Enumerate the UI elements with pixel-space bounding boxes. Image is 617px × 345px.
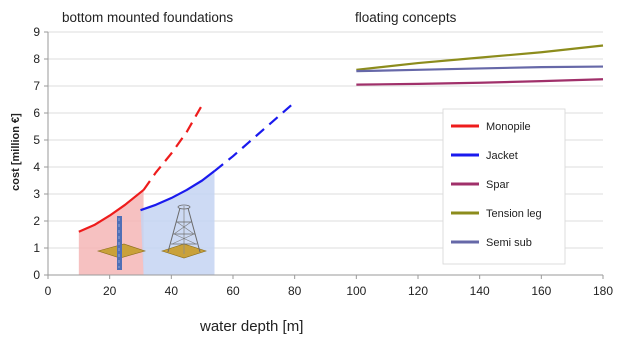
y-tick-label: 7 [33,79,40,93]
y-tick-label: 9 [33,25,40,39]
x-tick-label: 160 [531,284,551,298]
x-tick-label: 60 [226,284,240,298]
y-tick-label: 4 [33,160,40,174]
series-dashed-jacket [213,101,296,172]
shaded-region-jacket [140,171,215,275]
jacket-icon [161,204,207,259]
legend-label-tension-leg: Tension leg [486,208,542,220]
floating-concepts-title: floating concepts [355,10,457,25]
x-tick-label: 40 [165,284,179,298]
y-tick-label: 8 [33,52,40,66]
legend-label-spar: Spar [486,179,510,191]
x-tick-label: 140 [470,284,490,298]
legend-label-jacket: Jacket [486,150,518,162]
series-line-semi-sub [356,65,604,73]
y-tick-label: 2 [33,214,40,228]
series-line-tension-leg [356,44,604,71]
series-dashed-monopile [142,104,204,191]
monopile-icon [96,216,147,270]
legend-label-monopile: Monopile [486,121,531,133]
foundation-icons [96,204,207,270]
tick-labels: 0 20 40 60 80 100 120 140 160 180 0 1 2 3 4 5 6 7 8 9 [33,25,613,298]
x-tick-label: 0 [45,284,52,298]
y-axis-title: cost [million €] [10,113,22,191]
legend-label-semi-sub: Semi sub [486,237,532,249]
shaded-region-monopile [78,189,144,275]
series-lines [78,44,604,233]
y-tick-label: 5 [33,133,40,147]
y-tick-label: 6 [33,106,40,120]
series-line-monopile [78,189,145,233]
y-tick-label: 1 [33,241,40,255]
x-axis-title: water depth [m] [199,318,303,335]
x-tick-label: 180 [593,284,613,298]
y-tick-label: 0 [33,268,40,282]
legend: Monopile Jacket Spar Tension leg Semi sub [442,108,566,265]
x-tick-label: 20 [103,284,117,298]
legend-box [442,108,566,265]
bottom-mounted-title: bottom mounted foundations [62,10,233,25]
y-tick-label: 3 [33,187,40,201]
series-line-spar [356,78,604,86]
x-tick-label: 120 [408,284,428,298]
x-tick-label: 100 [346,284,366,298]
series-line-jacket [140,170,216,212]
x-tick-label: 80 [288,284,302,298]
axes [44,31,604,279]
